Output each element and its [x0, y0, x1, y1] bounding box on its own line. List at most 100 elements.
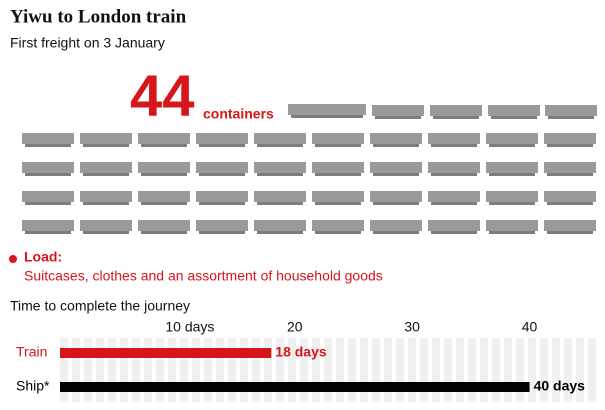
wagon-base: [257, 173, 303, 176]
wagon: [196, 133, 248, 144]
wagon-base: [315, 173, 361, 176]
wagon-base: [199, 231, 245, 234]
wagon: [370, 191, 422, 202]
wagon: [288, 104, 366, 115]
wagon-base: [83, 144, 129, 147]
wagon: [312, 133, 364, 144]
bullet: [9, 255, 17, 263]
x-tick-label: 30: [404, 319, 420, 335]
wagon: [80, 162, 132, 173]
wagon: [80, 191, 132, 202]
wagon: [486, 162, 538, 173]
wagon-base: [547, 231, 593, 234]
stripe: [300, 338, 308, 402]
stripe: [504, 338, 512, 402]
stripe: [72, 338, 80, 402]
wagon-base: [199, 144, 245, 147]
chart-title: Time to complete the journey: [10, 298, 190, 314]
stripe: [216, 338, 224, 402]
stripe: [144, 338, 152, 402]
wagon: [486, 220, 538, 231]
stripe: [372, 338, 380, 402]
wagon: [428, 133, 480, 144]
stripe: [492, 338, 500, 402]
wagon-base: [25, 173, 71, 176]
wagon-base: [433, 116, 479, 119]
stripe: [84, 338, 92, 402]
stripe: [588, 338, 596, 402]
wagon: [22, 191, 74, 202]
wagon-base: [257, 202, 303, 205]
wagon-base: [548, 116, 594, 119]
wagon: [372, 105, 424, 116]
wagon-base: [547, 144, 593, 147]
wagon-base: [315, 202, 361, 205]
wagon-base: [315, 144, 361, 147]
wagon-base: [373, 173, 419, 176]
wagon: [254, 220, 306, 231]
title: Yiwu to London train: [10, 6, 187, 27]
stripe: [348, 338, 356, 402]
wagon-illustration: [22, 104, 597, 234]
wagon-base: [373, 231, 419, 234]
stripe: [324, 338, 332, 402]
wagon-base: [25, 202, 71, 205]
wagon-base: [257, 231, 303, 234]
wagon-base: [489, 202, 535, 205]
load-label: Load:: [24, 249, 62, 265]
stripe: [60, 338, 68, 402]
stripe: [468, 338, 476, 402]
stripe: [516, 338, 524, 402]
wagon: [196, 191, 248, 202]
wagon: [428, 191, 480, 202]
wagon: [544, 220, 596, 231]
wagon: [544, 162, 596, 173]
wagon-base: [291, 115, 363, 118]
wagon: [486, 133, 538, 144]
stripe: [228, 338, 236, 402]
category-label: Train: [16, 344, 47, 360]
wagon-base: [141, 231, 187, 234]
wagon: [80, 220, 132, 231]
wagon-base: [431, 202, 477, 205]
wagon-base: [83, 231, 129, 234]
wagon-base: [373, 202, 419, 205]
wagon: [138, 220, 190, 231]
stripe: [180, 338, 188, 402]
wagon: [544, 191, 596, 202]
wagon: [486, 191, 538, 202]
wagon-base: [83, 173, 129, 176]
category-label: Ship*: [16, 378, 50, 394]
wagon: [138, 133, 190, 144]
load-text: Suitcases, clothes and an assortment of …: [24, 268, 383, 284]
wagon: [22, 220, 74, 231]
container-label: containers: [203, 106, 274, 122]
stripe: [96, 338, 104, 402]
background-stripes: [60, 338, 596, 402]
wagon: [196, 162, 248, 173]
stripe: [132, 338, 140, 402]
stripe: [336, 338, 344, 402]
wagon: [312, 220, 364, 231]
stripe: [252, 338, 260, 402]
wagon: [545, 105, 597, 116]
stripe: [432, 338, 440, 402]
wagon: [430, 105, 482, 116]
wagon: [544, 133, 596, 144]
stripe: [456, 338, 464, 402]
stripe: [240, 338, 248, 402]
wagon: [22, 162, 74, 173]
wagon-base: [83, 202, 129, 205]
container-count: 44: [130, 63, 195, 128]
stripe: [408, 338, 416, 402]
wagon: [22, 133, 74, 144]
stripe: [168, 338, 176, 402]
wagon: [370, 220, 422, 231]
wagon: [428, 162, 480, 173]
value-label: 40 days: [534, 378, 586, 394]
stripe: [108, 338, 116, 402]
wagon: [312, 162, 364, 173]
wagon-base: [431, 231, 477, 234]
wagon: [138, 162, 190, 173]
